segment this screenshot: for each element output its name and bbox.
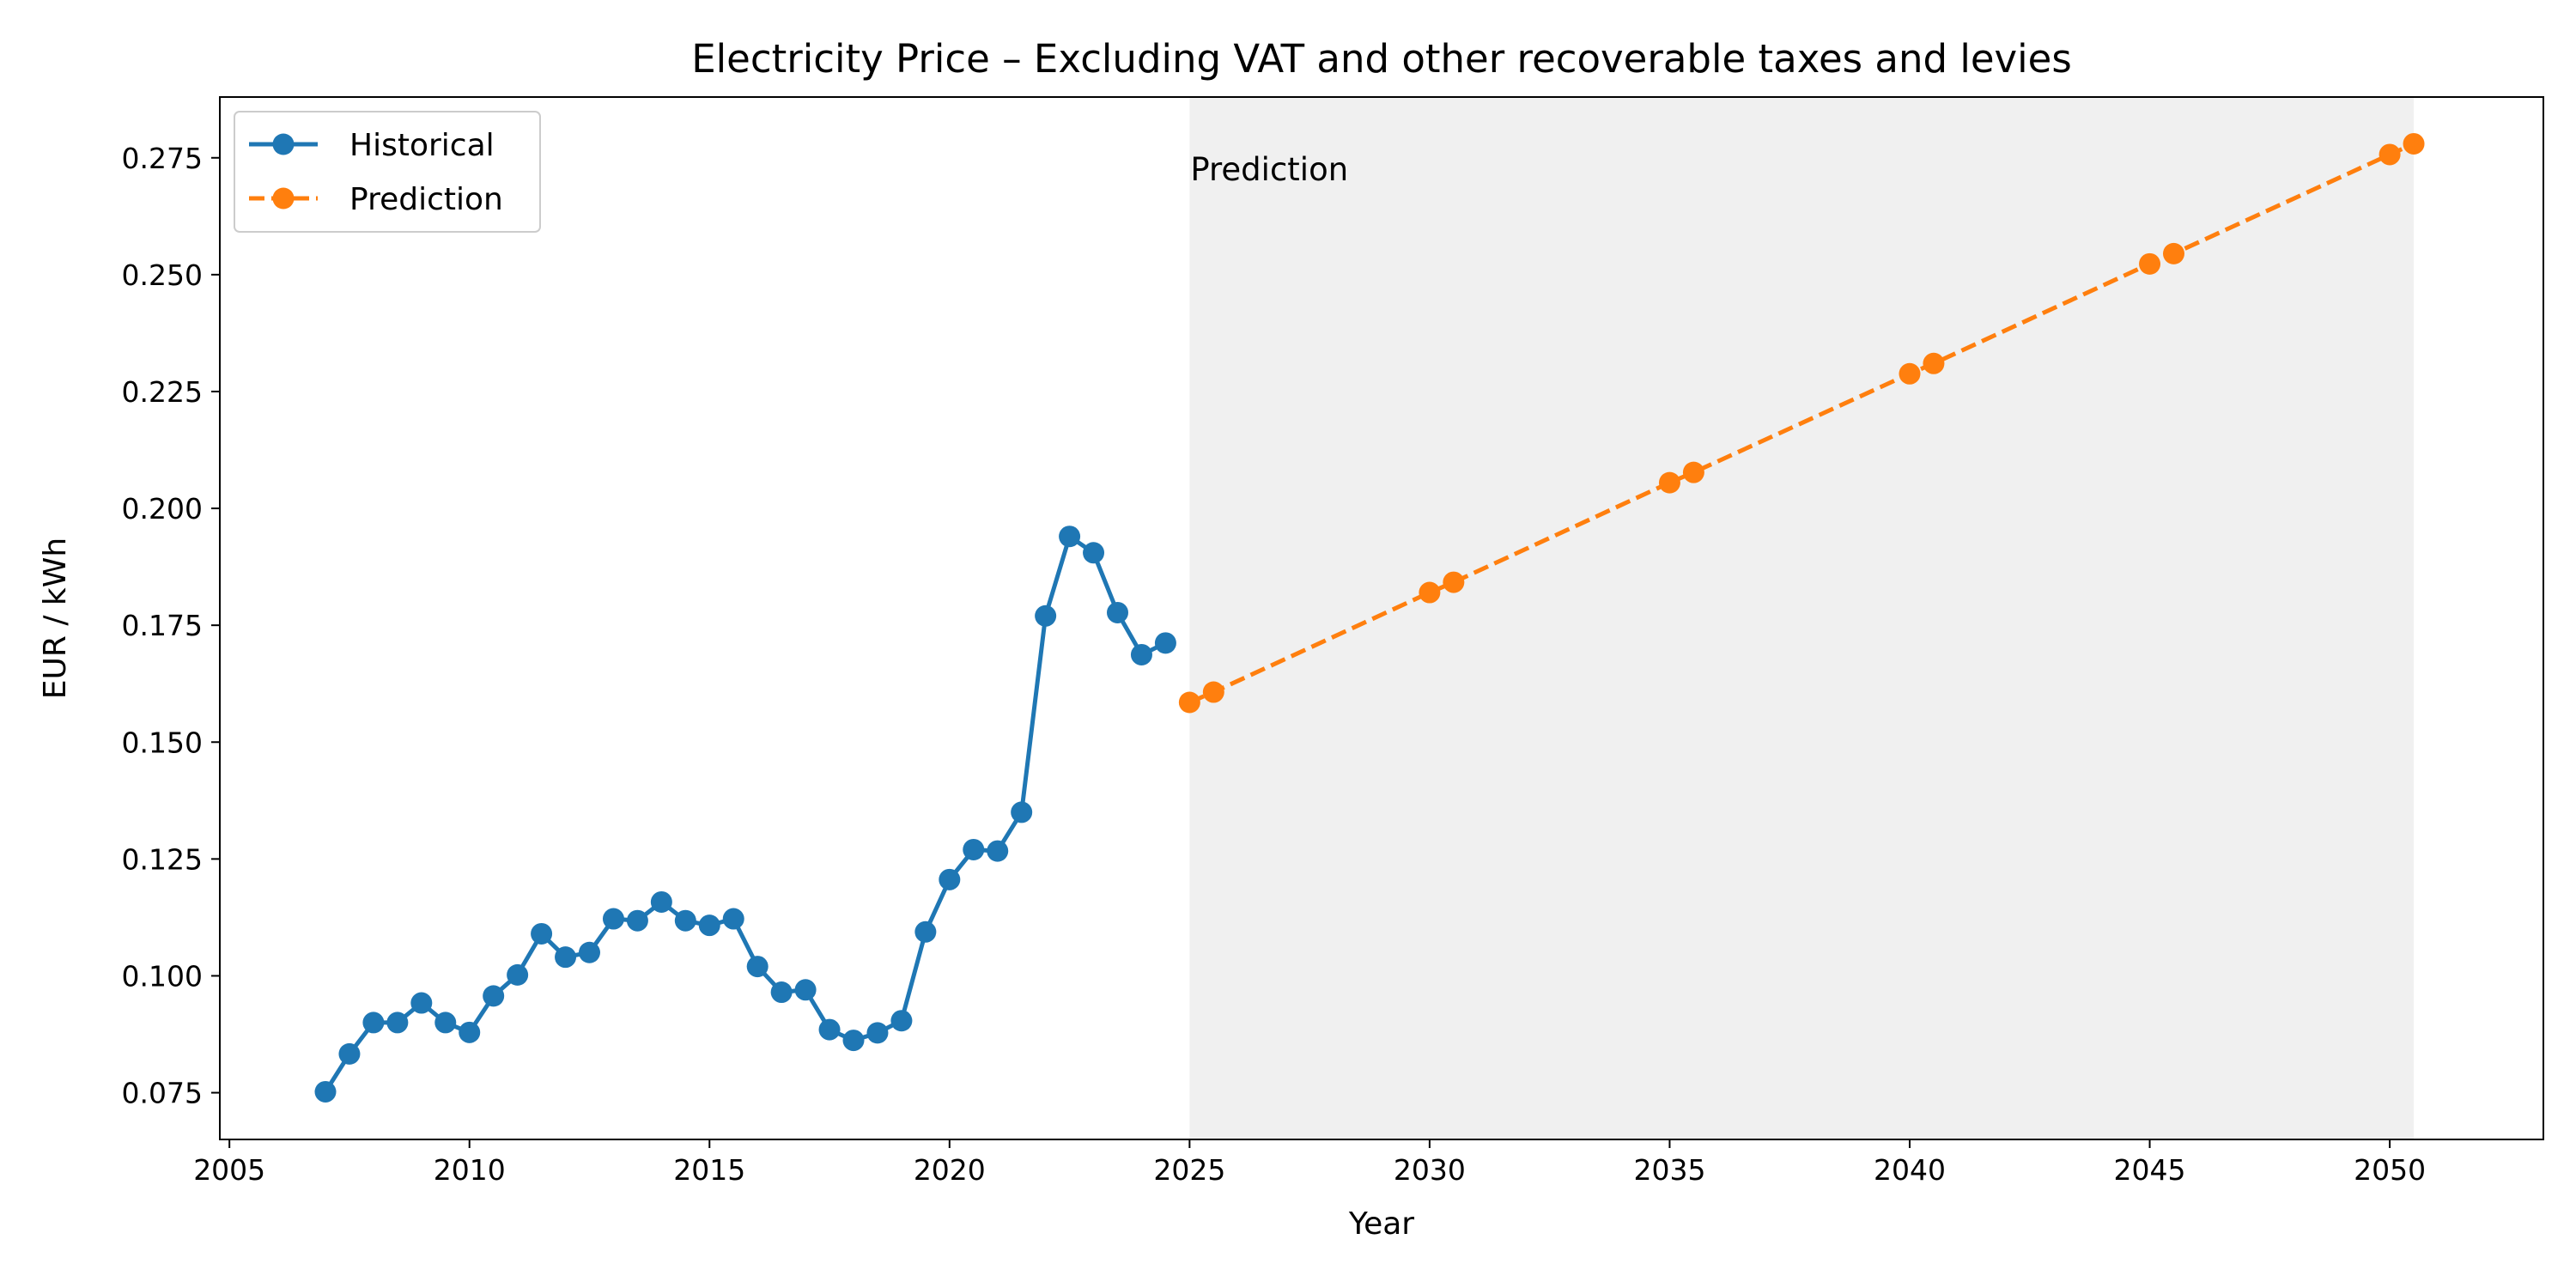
historical-data-point bbox=[914, 920, 937, 943]
x-tick-label: 2015 bbox=[673, 1153, 745, 1187]
historical-data-point bbox=[1107, 601, 1128, 623]
historical-data-point bbox=[602, 908, 624, 930]
prediction-data-point bbox=[2403, 132, 2425, 155]
historical-data-point bbox=[674, 909, 696, 932]
y-tick-label: 0.100 bbox=[122, 959, 203, 993]
y-axis-label: EUR / kWh bbox=[38, 538, 73, 699]
x-tick-label: 2025 bbox=[1153, 1153, 1225, 1187]
prediction-data-point bbox=[1899, 362, 1921, 385]
historical-data-point bbox=[939, 868, 961, 890]
historical-data-point bbox=[1035, 605, 1057, 627]
x-tick-label: 2020 bbox=[914, 1153, 986, 1187]
historical-data-point bbox=[1130, 643, 1152, 665]
historical-data-point bbox=[818, 1018, 841, 1041]
y-tick-label: 0.125 bbox=[122, 842, 203, 876]
historical-data-point bbox=[698, 914, 720, 937]
y-tick-label: 0.175 bbox=[122, 609, 203, 642]
x-tick-label: 2050 bbox=[2354, 1153, 2426, 1187]
y-tick-label: 0.200 bbox=[122, 492, 203, 526]
y-tick-label: 0.150 bbox=[122, 726, 203, 759]
historical-data-point bbox=[434, 1012, 457, 1034]
historical-data-point bbox=[579, 941, 600, 963]
prediction-region bbox=[1189, 97, 2415, 1139]
legend: Historical Prediction bbox=[234, 111, 541, 233]
historical-data-point bbox=[555, 946, 577, 969]
x-tick-label: 2030 bbox=[1394, 1153, 1466, 1187]
y-tick-label: 0.275 bbox=[122, 142, 203, 175]
prediction-region-annotation: Prediction bbox=[1190, 151, 1348, 188]
historical-data-point bbox=[1059, 526, 1081, 548]
historical-data-point bbox=[1011, 801, 1033, 823]
historical-data-point bbox=[746, 956, 769, 978]
legend-prediction-label: Prediction bbox=[349, 182, 503, 217]
legend-historical-marker bbox=[272, 133, 295, 155]
x-tick-label: 2005 bbox=[193, 1153, 265, 1187]
prediction-data-point bbox=[2379, 143, 2401, 166]
historical-data-point bbox=[770, 981, 793, 1004]
legend-box bbox=[234, 111, 541, 233]
historical-data-point bbox=[386, 1012, 409, 1034]
historical-data-point bbox=[483, 985, 505, 1007]
y-tick-label: 0.075 bbox=[122, 1077, 203, 1110]
prediction-data-point bbox=[1202, 681, 1224, 703]
prediction-data-point bbox=[1658, 471, 1680, 494]
historical-data-point bbox=[314, 1080, 337, 1103]
y-tick-label: 0.225 bbox=[122, 375, 203, 409]
historical-data-point bbox=[794, 979, 817, 1001]
prediction-data-point bbox=[1443, 571, 1465, 593]
x-tick-label: 2045 bbox=[2114, 1153, 2186, 1187]
historical-data-point bbox=[650, 890, 672, 913]
historical-data-point bbox=[626, 909, 648, 932]
x-tick-label: 2010 bbox=[434, 1153, 506, 1187]
prediction-data-point bbox=[1178, 691, 1200, 714]
chart-title: Electricity Price – Excluding VAT and ot… bbox=[691, 36, 2072, 82]
prediction-data-point bbox=[2163, 242, 2184, 264]
plot-frame bbox=[219, 96, 2544, 1140]
prediction-data-point bbox=[1419, 581, 1441, 604]
historical-data-point bbox=[722, 908, 744, 930]
x-tick-label: 2040 bbox=[1874, 1153, 1946, 1187]
historical-data-point bbox=[890, 1010, 913, 1032]
historical-data-point bbox=[507, 963, 529, 986]
historical-data-point bbox=[963, 838, 985, 860]
historical-data-point bbox=[531, 922, 553, 945]
historical-data-point bbox=[410, 992, 433, 1014]
historical-data-point bbox=[987, 840, 1009, 862]
historical-data-point bbox=[866, 1022, 889, 1044]
historical-data-point bbox=[338, 1042, 361, 1065]
prediction-data-point bbox=[1682, 461, 1704, 483]
y-tick-label: 0.250 bbox=[122, 258, 203, 292]
x-tick-label: 2035 bbox=[1633, 1153, 1705, 1187]
historical-data-point bbox=[362, 1012, 385, 1034]
prediction-series-line bbox=[1188, 142, 2415, 705]
x-axis-label: Year bbox=[1348, 1206, 1414, 1242]
historical-data-point bbox=[842, 1030, 865, 1052]
historical-data-point bbox=[1154, 632, 1176, 654]
legend-historical-label: Historical bbox=[349, 128, 495, 163]
prediction-data-point bbox=[1923, 352, 1945, 374]
historical-data-point bbox=[1083, 542, 1105, 564]
legend-prediction-marker bbox=[272, 187, 295, 210]
prediction-data-point bbox=[2139, 252, 2161, 275]
historical-data-point bbox=[459, 1021, 481, 1043]
